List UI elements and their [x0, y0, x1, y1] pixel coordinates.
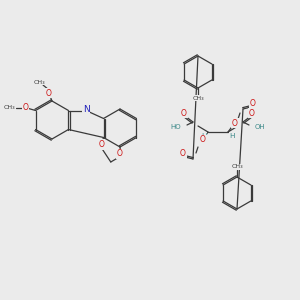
Text: H: H [201, 133, 207, 139]
Text: H: H [229, 133, 235, 139]
Text: O: O [181, 109, 187, 118]
Text: O: O [200, 136, 206, 145]
Text: CH₃: CH₃ [33, 80, 45, 85]
Text: OH: OH [255, 124, 266, 130]
Text: O: O [232, 118, 238, 127]
Text: N: N [82, 105, 89, 114]
Text: O: O [22, 103, 28, 112]
Text: CH₃: CH₃ [192, 95, 204, 101]
Text: CH₃: CH₃ [231, 164, 243, 169]
Text: O: O [117, 149, 123, 158]
Text: CH₃: CH₃ [4, 105, 15, 110]
Text: O: O [250, 100, 256, 109]
Text: O: O [249, 109, 255, 118]
Text: HO: HO [170, 124, 181, 130]
Text: O: O [46, 88, 52, 98]
Text: O: O [180, 149, 186, 158]
Text: O: O [99, 140, 104, 149]
